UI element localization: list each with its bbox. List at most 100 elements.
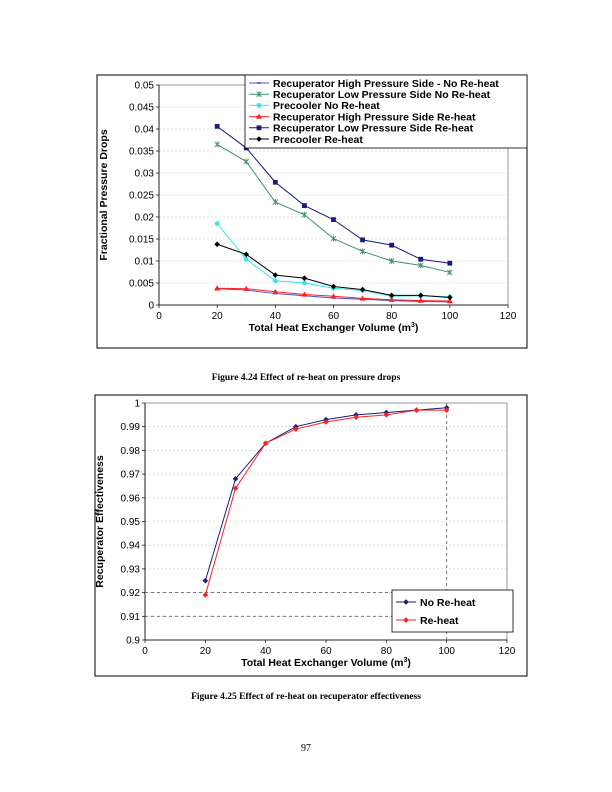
chart-1: 0 0.005 0.01 0.015 0.02 0.025 0.03 0.035 0.04 0.0… <box>96 74 528 349</box>
superscript: 3 <box>411 322 415 329</box>
data-point <box>272 288 279 294</box>
data-point <box>214 141 220 148</box>
y-tick-label: 0.95 <box>121 517 141 528</box>
legend-entry: Recuperator High Pressure Side Re-heat <box>273 111 476 123</box>
y-tick-label: 0.02 <box>135 213 155 224</box>
x-tick-label: 0 <box>142 646 148 657</box>
data-point <box>214 285 221 291</box>
y-axis-label: Recuperator Effectiveness <box>94 455 106 588</box>
y-tick-label: 0 <box>148 301 154 312</box>
x-tick-label: 120 <box>499 646 516 657</box>
data-point <box>388 296 395 302</box>
data-point <box>330 293 337 299</box>
data-point <box>388 292 395 299</box>
legend-entry: Recuperator Low Pressure Side Re-heat <box>273 123 474 135</box>
y-tick-label: 0.04 <box>135 125 155 136</box>
data-point <box>293 426 299 432</box>
data-point <box>243 251 250 258</box>
data-point <box>202 592 209 598</box>
y-tick-label: 1 <box>134 399 140 410</box>
data-point <box>413 407 420 413</box>
y-tick-label: 0.035 <box>129 147 154 158</box>
data-point <box>262 440 269 447</box>
data-point <box>243 158 250 165</box>
data-point <box>302 203 307 208</box>
paren: ) <box>407 657 411 669</box>
data-point <box>272 272 279 278</box>
x-tick-label: 80 <box>386 311 398 322</box>
y-tick-label: 0.045 <box>129 103 154 114</box>
legend-box <box>244 74 528 149</box>
x-tick-label: 100 <box>441 311 458 322</box>
y-tick-label: 0.005 <box>129 279 154 290</box>
data-point <box>447 260 453 266</box>
data-point <box>272 199 279 206</box>
data-point <box>272 179 278 185</box>
data-point <box>301 291 308 297</box>
legend-marker <box>256 113 262 119</box>
data-point <box>446 298 453 304</box>
series-1 <box>214 141 453 276</box>
data-point <box>389 242 395 248</box>
paren: ) <box>415 322 419 334</box>
x-tick-label: 20 <box>212 311 224 322</box>
data-point <box>359 248 366 255</box>
data-point <box>388 258 395 264</box>
legend-marker <box>256 125 262 131</box>
x-tick-label: 80 <box>381 646 393 657</box>
y-tick-label: 0.93 <box>121 564 141 575</box>
data-point <box>301 275 308 281</box>
series-1 <box>202 407 450 598</box>
data-point <box>214 123 220 129</box>
data-point <box>353 414 359 421</box>
y-tick-label: 0.91 <box>121 612 141 623</box>
legend-entry: Recuperator Low Pressure Side No Re-heat <box>273 89 491 101</box>
x-axis-label: Total Heat Exchanger Volume (m3) <box>241 657 411 669</box>
legend: No Re-heat Re-heat <box>391 589 514 633</box>
figure-caption-4-24: Figure 4.24 Effect of re-heat on pressur… <box>211 373 401 383</box>
superscript: 3 <box>404 657 408 664</box>
data-point <box>417 297 424 303</box>
x-tick-label: 60 <box>320 646 332 657</box>
data-point <box>417 292 424 299</box>
data-point <box>443 407 450 413</box>
y-tick-label: 0.05 <box>135 81 155 92</box>
data-point <box>418 256 424 262</box>
chart-2: 0.9 0.91 0.92 0.93 0.94 0.95 0.96 0.97 0.98 0.99 1… <box>94 394 528 677</box>
legend: Recuperator High Pressure Side - No Re-h… <box>244 74 528 149</box>
legend-marker <box>403 599 409 605</box>
page-number: 97 <box>301 743 311 754</box>
data-point <box>359 295 366 301</box>
data-point <box>447 269 453 276</box>
y-tick-label: 0.025 <box>129 191 154 202</box>
legend-entry: Precooler No Re-heat <box>273 100 380 112</box>
legend-box <box>391 589 514 633</box>
data-point <box>202 577 209 584</box>
data-point <box>214 241 220 248</box>
y-tick-label: 0.01 <box>135 257 155 268</box>
y-tick-label: 0.99 <box>121 422 141 433</box>
y-tick-label: 0.9 <box>126 636 140 647</box>
series-3 <box>214 285 453 304</box>
legend-entry: Recuperator High Pressure Side - No Re-h… <box>273 78 499 90</box>
figure-caption-4-25: Figure 4.25 Effect of re-heat on recuper… <box>191 692 421 702</box>
x-tick-label: 40 <box>260 646 272 657</box>
data-point <box>302 280 307 286</box>
data-point <box>243 285 250 291</box>
chart-frame <box>94 394 528 677</box>
legend-marker <box>256 103 262 108</box>
x-tick-label: 120 <box>500 311 517 322</box>
data-point <box>360 237 365 243</box>
data-point <box>243 256 249 262</box>
x-tick-label: 0 <box>156 311 162 322</box>
y-tick-label: 0.015 <box>129 235 154 246</box>
x-tick-label: 100 <box>438 646 455 657</box>
series-5 <box>214 241 453 301</box>
data-point <box>383 412 390 418</box>
y-tick-label: 0.03 <box>135 169 155 180</box>
y-axis-label: Fractional Pressure Drops <box>98 129 110 260</box>
legend-marker <box>256 136 262 142</box>
y-tick-label: 0.94 <box>121 541 141 552</box>
data-point <box>232 476 239 482</box>
y-tick-label: 0.92 <box>121 588 141 599</box>
